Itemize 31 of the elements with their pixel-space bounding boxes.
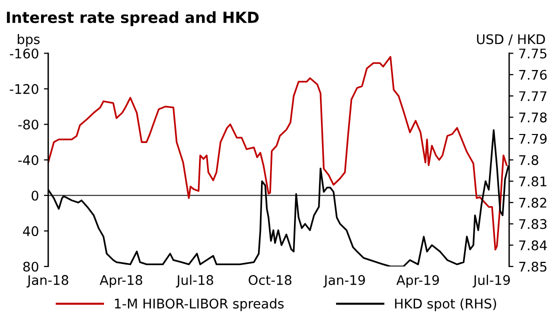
y2-tick-label: 7.84 [519, 240, 547, 250]
line-series [48, 56, 508, 250]
x-tick-label: Jan-19 [323, 275, 365, 288]
y2-tick-label: 7.8 [519, 155, 538, 166]
y2-tick-label: 7.77 [519, 91, 546, 101]
y-tick-label: -160 [10, 48, 38, 58]
y-tick-label: -40 [18, 155, 38, 166]
x-tick-label: Oct-18 [248, 275, 292, 286]
y-tick-label: 0 [32, 190, 38, 201]
y2-tick-label: 7.76 [519, 70, 547, 80]
y2-tick-label: 7.83 [519, 219, 546, 230]
chart-title: Interest rate spread and HKD [6, 11, 259, 26]
y-tick-label: -120 [10, 84, 38, 94]
x-tick-label: Jul-19 [472, 274, 510, 288]
y2-tick-label: 7.78 [519, 112, 547, 122]
y-tick-label: -80 [18, 120, 38, 130]
y2-tick-label: 7.85 [519, 262, 546, 272]
x-tick-label: Apr-19 [396, 275, 439, 288]
x-tick-label: Apr-18 [100, 275, 142, 288]
y2-tick-label: 7.79 [519, 134, 547, 144]
x-tick-label: Jul-18 [176, 274, 214, 288]
legend-label: HKD spot (RHS) [395, 298, 496, 312]
legend-label: 1-M HIBOR-LIBOR spreads [114, 298, 284, 312]
y-tick-label: 40 [23, 226, 38, 236]
y-tick-label: 80 [23, 262, 38, 272]
y2-axis-title: USD / HKD [477, 34, 545, 46]
y2-tick-label: 7.81 [519, 176, 546, 186]
x-tick-label: Jan-18 [26, 275, 68, 288]
y-axis-title: bps [18, 34, 40, 47]
y2-tick-label: 7.82 [519, 198, 546, 208]
y2-tick-label: 7.75 [519, 48, 546, 58]
